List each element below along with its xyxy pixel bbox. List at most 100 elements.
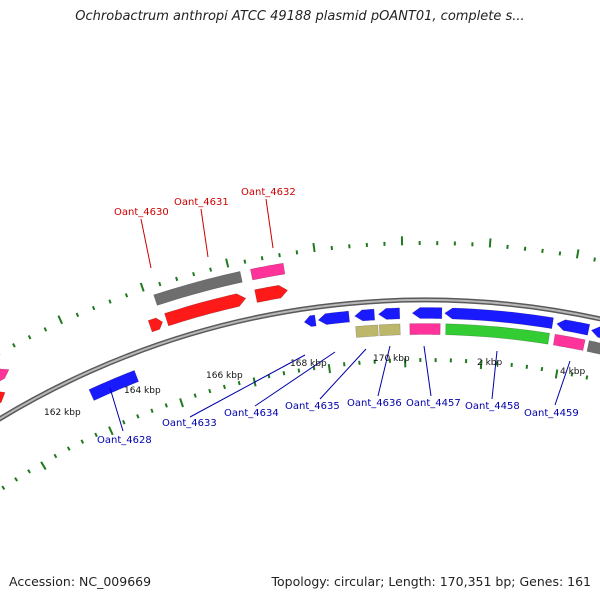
gene-khaki-2 xyxy=(378,323,401,337)
outer-tick-39 xyxy=(558,251,562,256)
gene-oant-4634 xyxy=(317,310,350,325)
label-oant-4631[interactable]: Oant_4631 xyxy=(174,197,229,208)
inner-tick-22 xyxy=(282,371,286,376)
inner-tick-8 xyxy=(80,439,85,444)
outer-tick-37 xyxy=(523,246,527,251)
outer-tick-23 xyxy=(278,253,281,258)
outer-tick-7 xyxy=(12,343,16,348)
outer-tick-16 xyxy=(158,281,162,287)
outer-tick-12 xyxy=(91,305,96,311)
leader-line-3 xyxy=(109,387,124,432)
label-oant-4634[interactable]: Oant_4634 xyxy=(224,408,279,419)
gene-oant-4631 xyxy=(153,271,243,306)
label-oant-4457[interactable]: Oant_4457 xyxy=(406,398,461,409)
gene-pink-inner-right xyxy=(552,333,586,351)
inner-tick-14 xyxy=(164,403,168,408)
inner-tick-6 xyxy=(53,453,58,459)
inner-tick-23 xyxy=(297,368,301,373)
inner-tick-25 xyxy=(327,363,331,374)
tick-label-164: 164 kbp xyxy=(124,386,161,396)
tick-label-4: 4 kbp xyxy=(560,367,586,377)
outer-tick-24 xyxy=(295,250,299,255)
inner-tick-4 xyxy=(27,469,31,474)
label-oant-4459[interactable]: Oant_4459 xyxy=(524,408,579,419)
inner-tick-17 xyxy=(208,388,212,394)
gene-green xyxy=(445,323,550,345)
inner-tick-19 xyxy=(237,380,241,386)
inner-tick-7 xyxy=(66,446,71,451)
gene-oant-4458 xyxy=(444,307,554,329)
inner-tick-41 xyxy=(570,372,574,377)
gene-oant-4636 xyxy=(377,307,401,320)
outer-tick-15 xyxy=(139,282,145,292)
tick-label-2: 2 kbp xyxy=(477,358,503,368)
outer-tick-17 xyxy=(175,276,179,282)
outer-tick-9 xyxy=(43,327,48,332)
gene-red-left xyxy=(0,391,6,404)
outer-tick-8 xyxy=(27,334,32,340)
gene-khaki-1 xyxy=(355,324,379,338)
leader-line-0 xyxy=(140,218,152,269)
label-oant-4458[interactable]: Oant_4458 xyxy=(465,401,520,412)
gene-oant-4459 xyxy=(556,319,591,336)
gene-pink-inner xyxy=(409,323,441,335)
gene-red-middle xyxy=(164,293,247,327)
outer-tick-14 xyxy=(124,293,129,298)
inner-tick-26 xyxy=(343,362,346,367)
gene-blue-edge xyxy=(590,326,600,339)
inner-tick-9 xyxy=(94,432,98,438)
outer-tick-18 xyxy=(192,271,196,277)
inner-tick-11 xyxy=(122,420,126,425)
gene-oant-4633 xyxy=(303,314,317,327)
tick-label-162: 162 kbp xyxy=(44,408,81,418)
leader-line-5 xyxy=(254,351,336,407)
gene-oant-4630 xyxy=(147,317,163,333)
gene-oant-4632 xyxy=(250,262,286,281)
backbone-inner xyxy=(0,298,600,420)
inner-tick-15 xyxy=(179,398,184,408)
gene-oant-4635 xyxy=(354,308,376,322)
leader-line-1 xyxy=(200,208,209,258)
label-oant-4632[interactable]: Oant_4632 xyxy=(241,187,296,198)
label-leader-lines xyxy=(109,198,571,432)
leader-line-8 xyxy=(423,345,432,397)
inner-tick-5 xyxy=(40,461,47,471)
label-oant-4630[interactable]: Oant_4630 xyxy=(114,207,169,218)
label-oant-4635[interactable]: Oant_4635 xyxy=(285,401,340,412)
inner-tick-13 xyxy=(150,408,154,413)
tick-label-166: 166 kbp xyxy=(206,371,243,381)
label-oant-4628[interactable]: Oant_4628 xyxy=(97,435,152,446)
leader-line-2 xyxy=(265,198,274,249)
inner-tick-18 xyxy=(222,384,226,390)
gene-pink-left xyxy=(0,368,10,382)
inner-tick-12 xyxy=(136,414,140,419)
tick-label-170: 170 kbp xyxy=(373,354,410,364)
backbone-layer xyxy=(0,297,600,422)
inner-tick-38 xyxy=(525,364,529,369)
outer-tick-13 xyxy=(108,299,112,304)
gene-features xyxy=(0,262,600,404)
outer-tick-40 xyxy=(575,249,580,259)
leader-line-6 xyxy=(319,348,367,400)
outer-tick-38 xyxy=(541,248,544,254)
outer-tick-25 xyxy=(312,242,316,253)
leader-line-4 xyxy=(189,354,306,418)
inner-tick-35 xyxy=(479,360,483,370)
outer-tick-11 xyxy=(75,312,80,318)
tick-marks xyxy=(0,236,596,490)
outer-tick-41 xyxy=(593,257,596,262)
label-oant-4633[interactable]: Oant_4633 xyxy=(162,418,217,429)
outer-tick-10 xyxy=(57,315,64,325)
inner-tick-42 xyxy=(585,375,589,380)
tick-label-168: 168 kbp xyxy=(290,359,327,369)
accession-text: Accession: NC_009669 xyxy=(9,574,152,589)
label-oant-4636[interactable]: Oant_4636 xyxy=(347,398,402,409)
gene-oant-4628 xyxy=(88,370,139,401)
outer-tick-20 xyxy=(225,258,230,268)
map-title: Ochrobactrum anthropi ATCC 49188 plasmid… xyxy=(75,9,525,24)
outer-tick-19 xyxy=(209,267,213,272)
leader-line-10 xyxy=(554,360,571,406)
gene-oant-4457 xyxy=(411,307,443,320)
inner-tick-40 xyxy=(554,369,559,379)
